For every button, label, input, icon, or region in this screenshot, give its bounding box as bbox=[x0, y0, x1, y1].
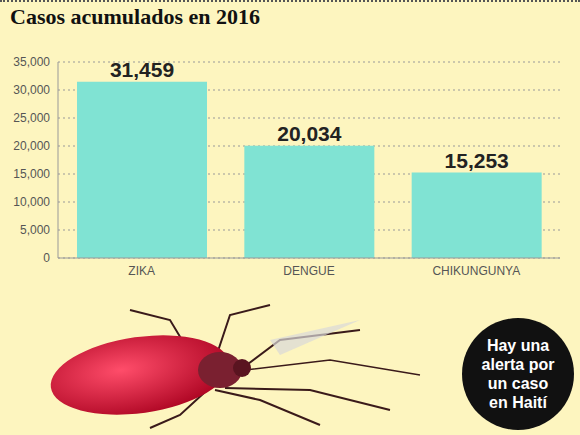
svg-text:DENGUE: DENGUE bbox=[283, 264, 334, 278]
svg-text:20,034: 20,034 bbox=[277, 122, 342, 145]
svg-text:Hay una: Hay una bbox=[487, 337, 549, 354]
svg-text:5,000: 5,000 bbox=[20, 223, 50, 237]
svg-text:ZIKA: ZIKA bbox=[128, 264, 155, 278]
svg-text:CHIKUNGUNYA: CHIKUNGUNYA bbox=[432, 264, 520, 278]
svg-text:en Haití: en Haití bbox=[489, 394, 547, 411]
svg-text:15,000: 15,000 bbox=[13, 167, 50, 181]
svg-text:30,000: 30,000 bbox=[13, 83, 50, 97]
svg-text:20,000: 20,000 bbox=[13, 139, 50, 153]
svg-text:35,000: 35,000 bbox=[13, 55, 50, 69]
svg-text:0: 0 bbox=[43, 251, 50, 265]
svg-text:31,459: 31,459 bbox=[110, 58, 174, 81]
html-text:Casos acumulados en 2016: Casos acumulados en 2016 bbox=[10, 4, 260, 29]
svg-text:15,253: 15,253 bbox=[445, 149, 509, 172]
svg-text:10,000: 10,000 bbox=[13, 195, 50, 209]
svg-text:25,000: 25,000 bbox=[13, 111, 50, 125]
svg-text:un caso: un caso bbox=[488, 375, 549, 392]
svg-text:alerta por: alerta por bbox=[482, 356, 555, 373]
